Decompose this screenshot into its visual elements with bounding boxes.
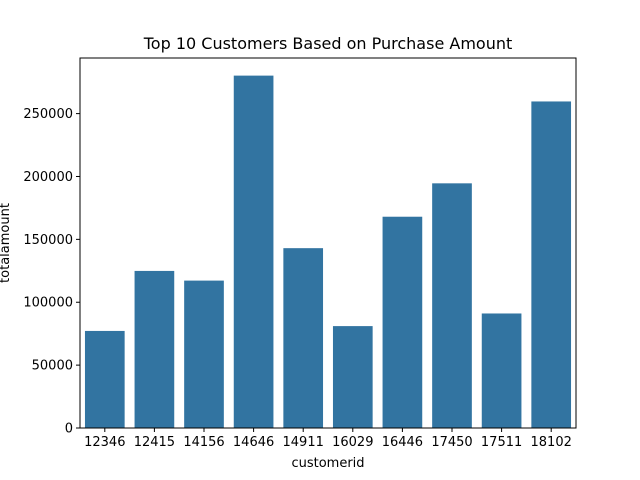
x-tick-label: 14156 — [183, 435, 224, 450]
bar-12415 — [134, 270, 175, 428]
bar-18102 — [531, 101, 572, 428]
bar-16029 — [332, 326, 373, 428]
bar-16446 — [382, 216, 423, 428]
bar-14646 — [233, 75, 274, 429]
bar-14911 — [283, 248, 324, 428]
y-tick-label: 0 — [65, 422, 73, 437]
x-tick-label: 17450 — [431, 435, 472, 450]
x-axis-label: customerid — [291, 456, 364, 471]
bar-17511 — [481, 313, 522, 428]
chart-title: Top 10 Customers Based on Purchase Amoun… — [143, 34, 513, 53]
x-tick-label: 16446 — [382, 435, 423, 450]
x-tick-label: 18102 — [531, 435, 572, 450]
bars-group — [84, 75, 572, 429]
bar-14156 — [184, 280, 224, 428]
plot-frame — [79, 57, 577, 429]
x-tick-label: 14646 — [233, 435, 274, 450]
x-tick-label: 12415 — [134, 435, 175, 450]
y-tick-label: 50000 — [32, 359, 73, 374]
y-tick-label: 150000 — [23, 233, 73, 248]
bar-12346 — [84, 330, 125, 428]
x-tick-label: 14911 — [283, 435, 324, 450]
x-axis-ticks: 12346 12415 14156 14646 14911 16029 16446 17450… — [84, 428, 572, 450]
y-tick-label: 200000 — [23, 170, 73, 185]
bar-17450 — [432, 183, 472, 428]
x-tick-label: 16029 — [332, 435, 373, 450]
y-tick-label: 250000 — [23, 107, 73, 122]
y-axis-label: totalamount — [0, 203, 13, 283]
x-tick-label: 17511 — [481, 435, 522, 450]
x-tick-label: 12346 — [84, 435, 125, 450]
y-axis-ticks: 0 50000 100000 150000 200000 250000 — [23, 107, 80, 437]
y-tick-label: 100000 — [23, 296, 73, 311]
